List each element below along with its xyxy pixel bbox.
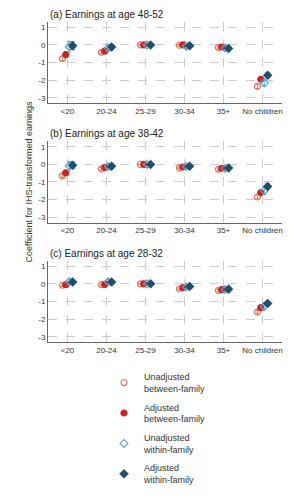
svg-text:20-24: 20-24: [96, 226, 117, 235]
svg-text:0: 0: [41, 41, 46, 50]
svg-text:0: 0: [41, 280, 46, 289]
svg-text:30-34: 30-34: [174, 346, 195, 355]
svg-text:1: 1: [41, 143, 46, 152]
svg-text:-2: -2: [38, 315, 46, 324]
svg-text:(c) Earnings at age 28-32: (c) Earnings at age 28-32: [50, 248, 163, 259]
svg-text:30-34: 30-34: [174, 107, 195, 116]
svg-text:25-29: 25-29: [135, 107, 156, 116]
svg-text:-2: -2: [38, 195, 46, 204]
svg-text:-1: -1: [38, 297, 46, 306]
svg-text:-3: -3: [38, 213, 46, 222]
svg-text:-1: -1: [38, 58, 46, 67]
svg-text:Unadjustedwithin-family: Unadjustedwithin-family: [143, 433, 194, 455]
svg-text:<20: <20: [61, 226, 75, 235]
svg-text:0: 0: [41, 160, 46, 169]
svg-text:No children: No children: [242, 107, 282, 116]
svg-text:30-34: 30-34: [174, 226, 195, 235]
svg-text:20-24: 20-24: [96, 346, 117, 355]
svg-text:1: 1: [41, 262, 46, 271]
svg-text:35+: 35+: [217, 107, 231, 116]
svg-text:-3: -3: [38, 333, 46, 342]
svg-text:25-29: 25-29: [135, 226, 156, 235]
svg-text:No children: No children: [242, 346, 282, 355]
svg-text:20-24: 20-24: [96, 107, 117, 116]
svg-text:35+: 35+: [217, 226, 231, 235]
svg-text:Unadjustedbetween-family: Unadjustedbetween-family: [144, 372, 205, 394]
svg-text:(a) Earnings at age 48-52: (a) Earnings at age 48-52: [50, 9, 164, 20]
svg-text:-1: -1: [38, 178, 46, 187]
svg-text:25-29: 25-29: [135, 346, 156, 355]
svg-text:35+: 35+: [217, 346, 231, 355]
svg-text:-3: -3: [38, 94, 46, 103]
svg-text:1: 1: [41, 23, 46, 32]
svg-text:<20: <20: [61, 346, 75, 355]
svg-text:<20: <20: [61, 107, 75, 116]
svg-text:-2: -2: [38, 76, 46, 85]
svg-text:(b) Earnings at age 38-42: (b) Earnings at age 38-42: [50, 128, 164, 139]
svg-text:No children: No children: [242, 226, 282, 235]
svg-text:Adjustedwithin-family: Adjustedwithin-family: [143, 463, 194, 485]
svg-text:Adjustedbetween-family: Adjustedbetween-family: [144, 403, 205, 425]
svg-text:Coefficient for IHS-transforme: Coefficient for IHS-transformed earnings: [24, 101, 34, 262]
